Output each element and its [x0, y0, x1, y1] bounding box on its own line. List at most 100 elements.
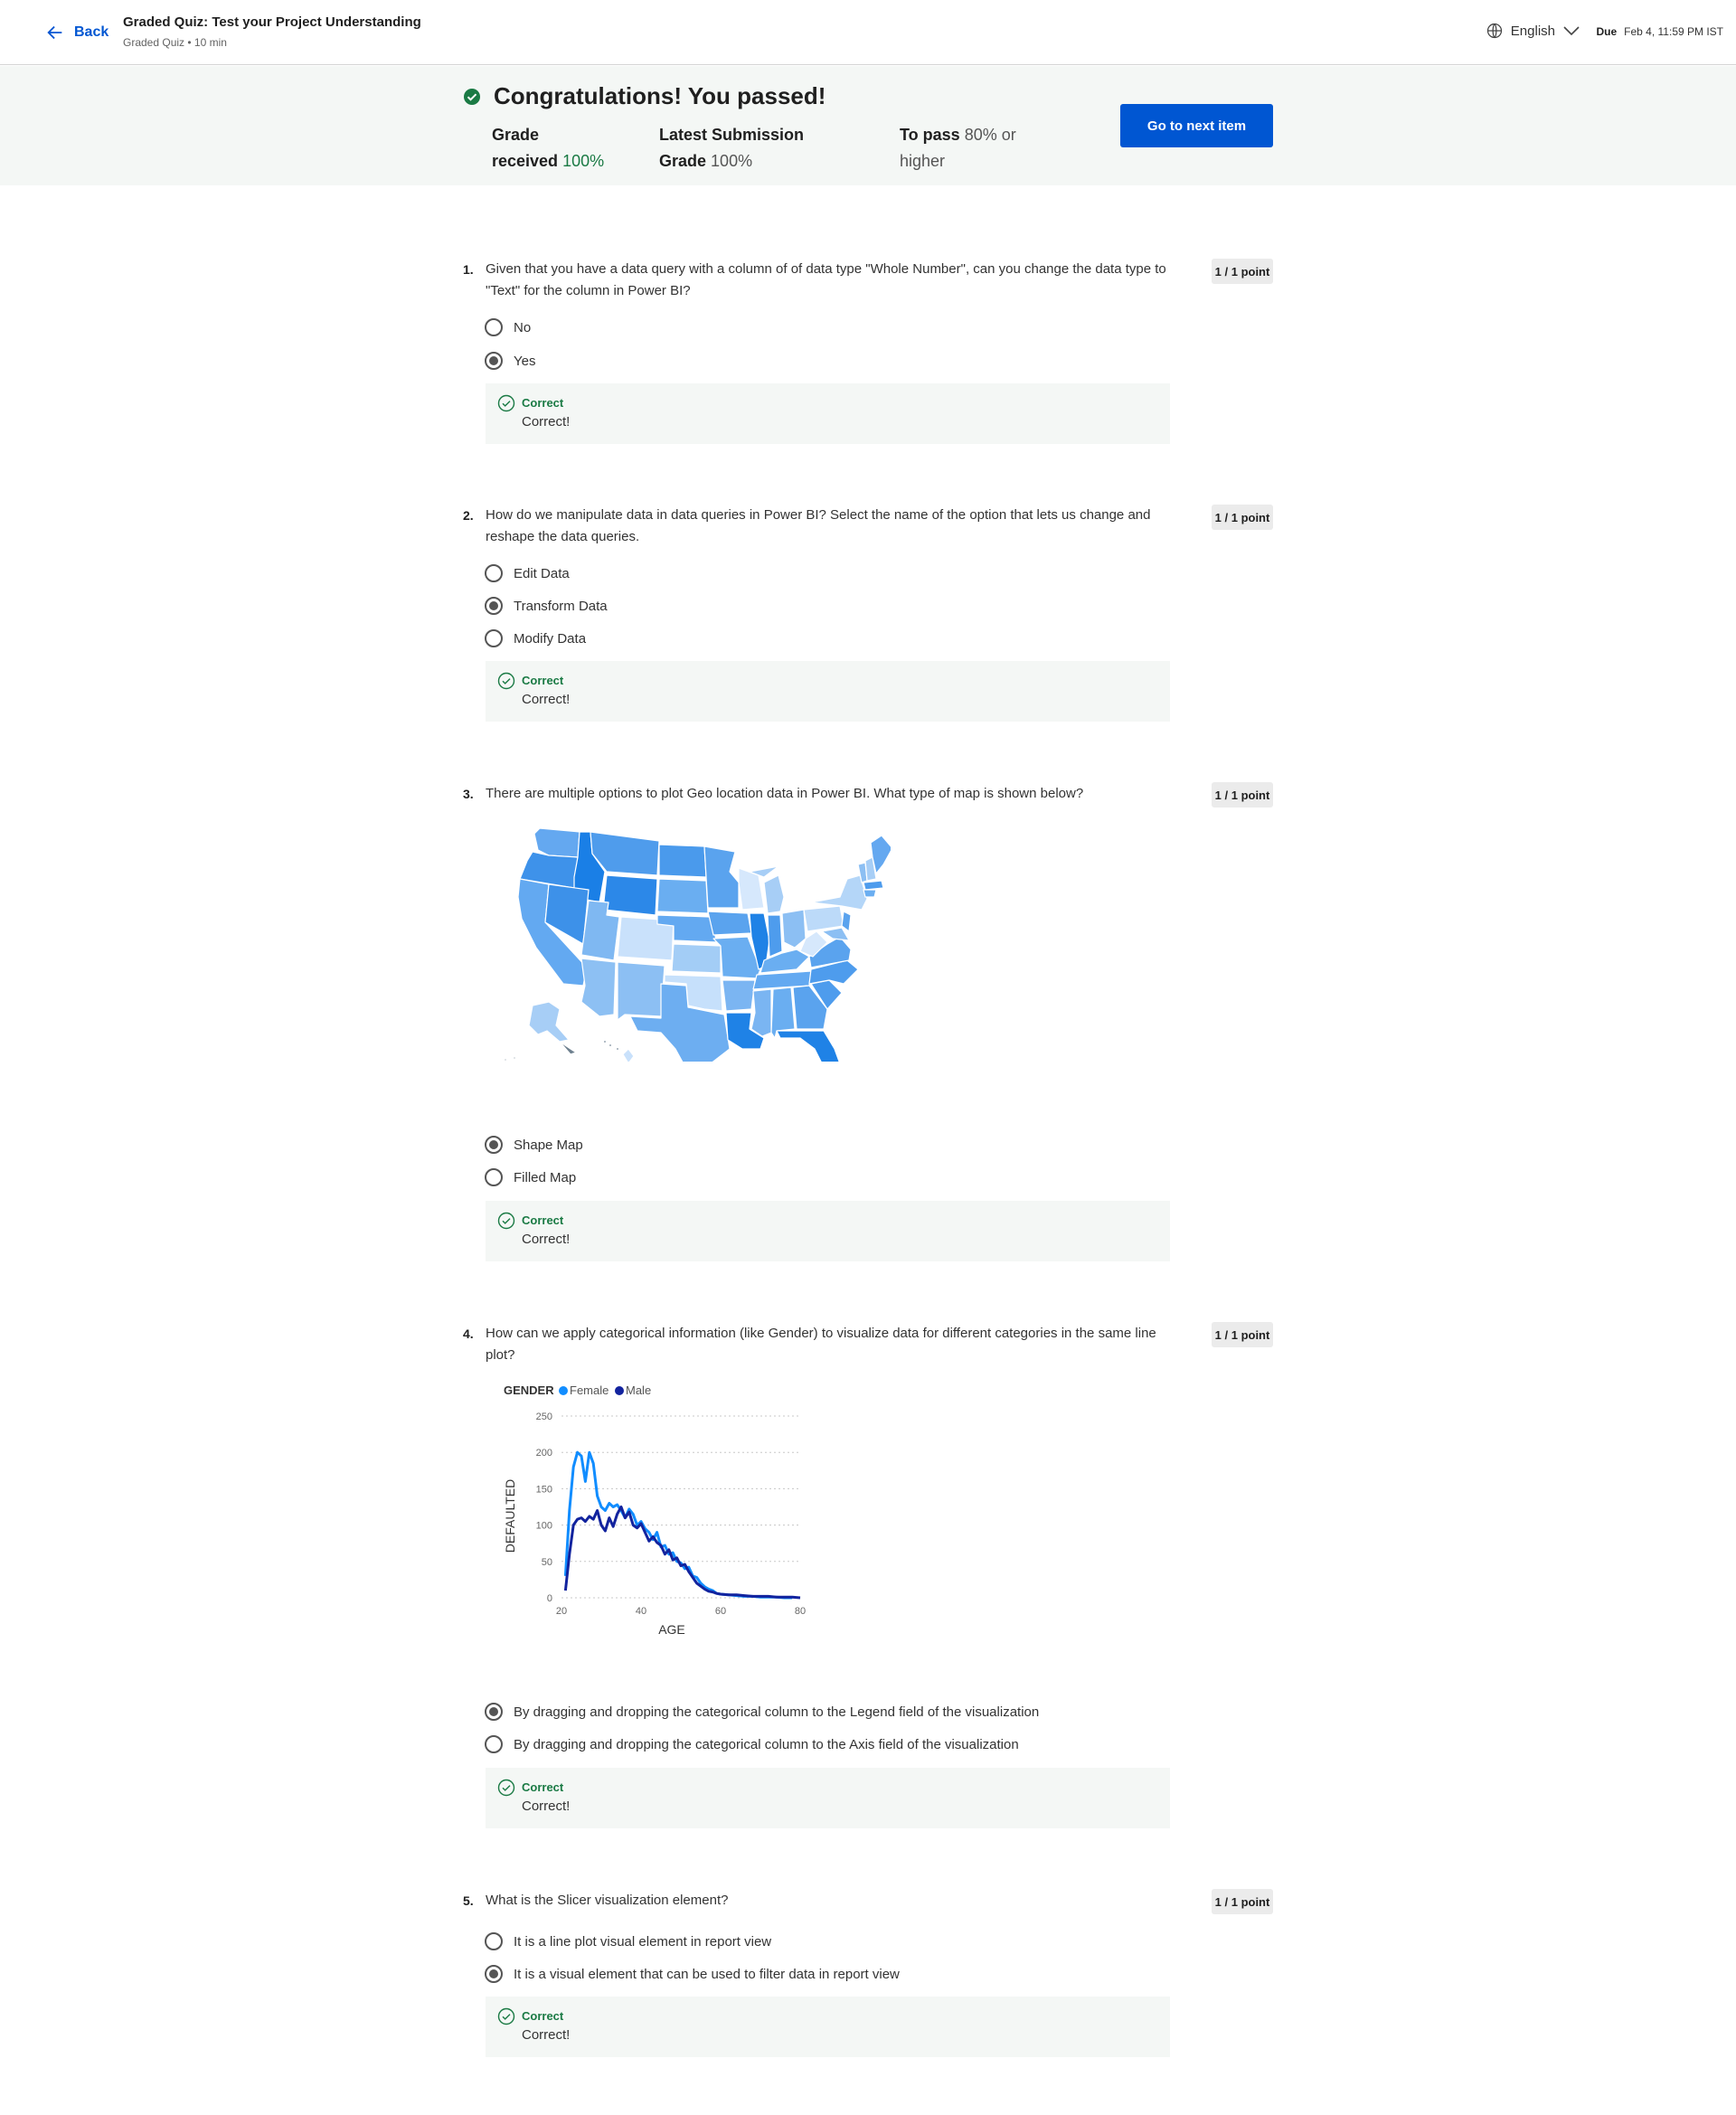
option-axis-field[interactable]: By dragging and dropping the categorical… [485, 1735, 1019, 1753]
radio-button-selected[interactable] [485, 1703, 503, 1721]
grade-value: 100% [562, 152, 605, 170]
option-label: Transform Data [514, 598, 608, 614]
radio-button[interactable] [485, 629, 503, 647]
option-yes[interactable]: Yes [485, 352, 535, 370]
question-number: 4. [463, 1327, 474, 1341]
question-number: 5. [463, 1893, 474, 1908]
legend-marker [615, 1386, 624, 1395]
grade-received: Grade received 100% [492, 122, 604, 175]
chevron-down-icon [1563, 26, 1580, 36]
feedback-text: Correct! [522, 1799, 571, 1814]
question-text-line: "Text" for the column in Power BI? [486, 283, 691, 298]
option-label: It is a line plot visual element in repo… [514, 1933, 772, 1950]
question-text-line: How can we apply categorical information… [486, 1326, 1156, 1341]
legend-label: Male [626, 1383, 651, 1397]
radio-button[interactable] [485, 564, 503, 582]
option-label: Modify Data [514, 630, 587, 647]
gender-line-chart: GENDER Female Male 0 50 100 150 200 250 20 40 60 80 A… [493, 1378, 818, 1640]
radio-button[interactable] [485, 1735, 503, 1753]
points-badge: 1 / 1 point [1212, 1322, 1273, 1347]
check-circle-outline-icon [497, 394, 515, 412]
option-label: It is a visual element that can be used … [514, 1966, 900, 1982]
legend-marker [559, 1386, 568, 1395]
feedback-box: Correct Correct! [486, 661, 1170, 722]
option-label: By dragging and dropping the categorical… [514, 1736, 1019, 1752]
legend-label: Female [570, 1383, 609, 1397]
x-axis-label: AGE [658, 1622, 685, 1637]
radio-button-selected[interactable] [485, 1965, 503, 1983]
question-text-line: Given that you have a data query with a … [486, 261, 1166, 277]
y-tick-label: 200 [536, 1448, 552, 1459]
result-banner: Congratulations! You passed! Grade recei… [0, 66, 1736, 185]
option-filter-data[interactable]: It is a visual element that can be used … [485, 1965, 900, 1983]
option-transform-data[interactable]: Transform Data [485, 597, 608, 615]
pass-value-1: 80% or [964, 126, 1016, 144]
feedback-label: Correct [522, 674, 564, 687]
check-circle-outline-icon [497, 1212, 515, 1230]
radio-button[interactable] [485, 1932, 503, 1950]
question-text: How do we manipulate data in data querie… [486, 505, 1173, 548]
globe-icon [1486, 23, 1502, 39]
question-text-line: How do we manipulate data in data querie… [486, 507, 1151, 523]
radio-button-selected[interactable] [485, 352, 503, 370]
latest-label-1: Latest Submission [659, 126, 805, 144]
radio-button-selected[interactable] [485, 597, 503, 615]
y-tick-label: 0 [547, 1593, 552, 1604]
pass-value-2: higher [900, 152, 946, 170]
arrow-left-icon [47, 25, 62, 40]
feedback-label: Correct [522, 2009, 564, 2023]
option-modify-data[interactable]: Modify Data [485, 629, 586, 647]
feedback-box: Correct Correct! [486, 1997, 1170, 2057]
quiz-subtitle: Graded Quiz • 10 min [123, 36, 227, 49]
question-number: 2. [463, 508, 474, 523]
radio-button[interactable] [485, 1168, 503, 1186]
radio-button-selected[interactable] [485, 1136, 503, 1154]
feedback-label: Correct [522, 1780, 564, 1794]
option-edit-data[interactable]: Edit Data [485, 564, 570, 582]
due-label: Due [1596, 25, 1618, 38]
grade-label-2: received [492, 152, 559, 170]
option-label: Shape Map [514, 1137, 583, 1153]
question-number: 3. [463, 787, 474, 801]
check-circle-outline-icon [497, 672, 515, 690]
option-label: By dragging and dropping the categorical… [514, 1704, 1040, 1720]
feedback-label: Correct [522, 1213, 564, 1227]
x-tick-label: 80 [795, 1606, 806, 1617]
language-label: English [1510, 23, 1555, 39]
due-date: Due Feb 4, 11:59 PM IST [1597, 25, 1724, 38]
question-text-line: There are multiple options to plot Geo l… [486, 786, 1084, 801]
latest-label-2: Grade [659, 152, 707, 170]
option-filled-map[interactable]: Filled Map [485, 1168, 576, 1186]
back-label: Back [74, 24, 109, 40]
series-line-male [563, 1506, 801, 1600]
option-line-plot[interactable]: It is a line plot visual element in repo… [485, 1932, 771, 1950]
feedback-text: Correct! [522, 1232, 571, 1247]
x-tick-label: 20 [556, 1606, 567, 1617]
pass-threshold: To pass 80% or higher [900, 122, 1016, 175]
question-text-line: reshape the data queries. [486, 529, 640, 544]
y-tick-label: 50 [542, 1557, 552, 1568]
y-tick-label: 250 [536, 1412, 552, 1422]
option-shape-map[interactable]: Shape Map [485, 1136, 583, 1154]
option-label: Yes [514, 353, 536, 369]
radio-button[interactable] [485, 318, 503, 336]
option-legend-field[interactable]: By dragging and dropping the categorical… [485, 1703, 1039, 1721]
feedback-text: Correct! [522, 2027, 571, 2043]
line-chart-svg: GENDER Female Male 0 50 100 150 200 250 20 40 60 80 A… [503, 1383, 806, 1637]
feedback-box: Correct Correct! [486, 383, 1170, 444]
back-button[interactable]: Back [45, 20, 108, 45]
quiz-title: Graded Quiz: Test your Project Understan… [123, 14, 421, 30]
language-selector[interactable]: English [1486, 22, 1580, 40]
points-badge: 1 / 1 point [1212, 259, 1273, 284]
legend-title: GENDER [504, 1383, 554, 1397]
x-tick-label: 60 [715, 1606, 726, 1617]
us-shape-map-image [493, 825, 893, 1081]
feedback-text: Correct! [522, 692, 571, 707]
points-badge: 1 / 1 point [1212, 1889, 1273, 1914]
top-bar: Back Graded Quiz: Test your Project Unde… [0, 0, 1736, 65]
option-no[interactable]: No [485, 318, 531, 336]
go-to-next-item-button[interactable]: Go to next item [1120, 104, 1273, 147]
question-text-line: plot? [486, 1347, 515, 1363]
option-label: Edit Data [514, 565, 570, 581]
feedback-box: Correct Correct! [486, 1201, 1170, 1261]
